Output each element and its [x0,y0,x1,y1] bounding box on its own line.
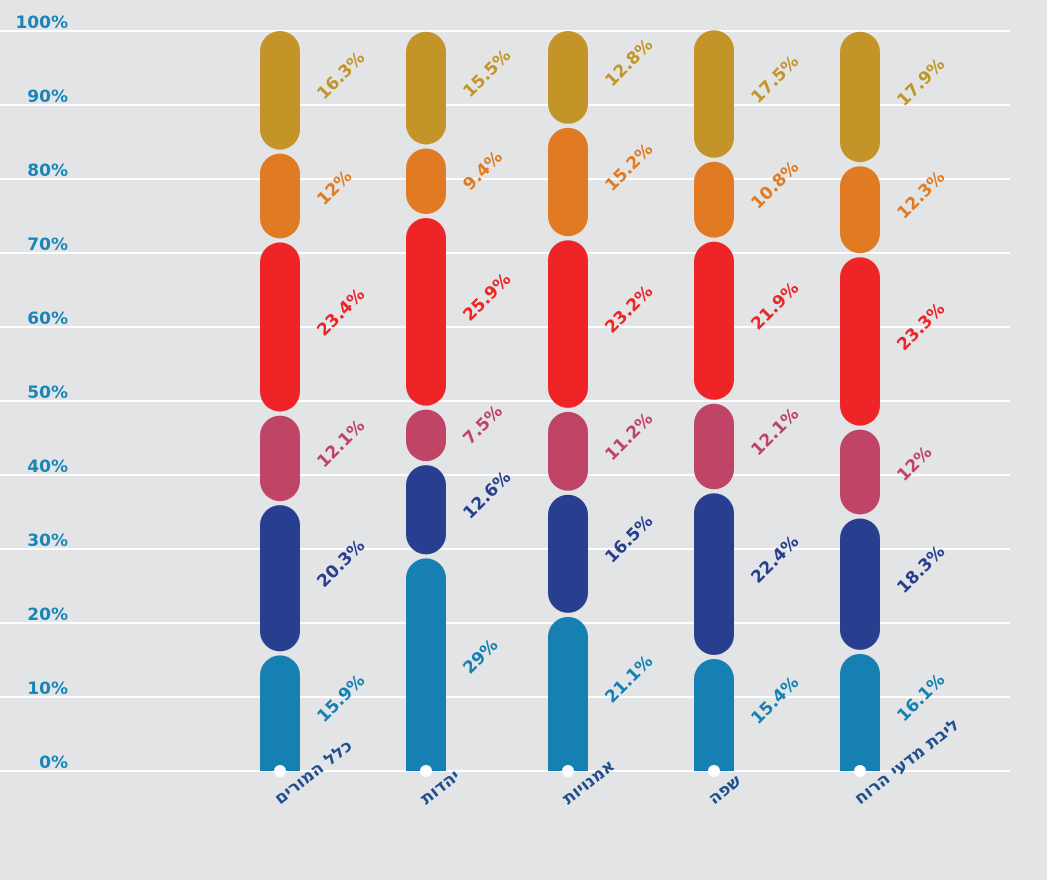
y-tick-label: 70% [27,235,68,255]
bar-segment [840,518,880,650]
value-label: 15.9% [313,671,369,727]
bar-segment [406,409,446,462]
value-label: 12% [313,167,356,210]
bar-segment [694,241,734,400]
bar-segment [260,242,300,412]
y-axis-ticks: 0% 10% 20% 30% 40% 50% 60% 70% 80% 90% 100% [15,13,68,773]
value-label: 17.9% [893,55,949,111]
value-label: 12% [893,443,936,486]
value-label: 10.8% [747,157,803,213]
value-label: 23.2% [601,282,657,338]
value-label: 15.2% [601,140,657,196]
bar-segment [548,31,588,124]
bar-segment [840,31,880,163]
bar-segment [840,653,880,771]
y-tick-label: 30% [27,531,68,551]
y-tick-label: 90% [27,87,68,107]
bar-segment [548,240,588,408]
bar-segment [406,31,446,145]
axis-dot-marker [274,765,286,777]
value-label: 17.5% [747,52,803,108]
axis-dot-marker [420,765,432,777]
value-label: 20.3% [313,536,369,592]
axis-dot-marker [708,765,720,777]
value-label: 16.5% [601,511,657,567]
value-label: 11.2% [601,409,657,465]
value-label: 29% [459,635,502,678]
value-label: 18.3% [893,542,949,598]
bar-segment [260,153,300,239]
axis-dot-marker [562,765,574,777]
value-label: 12.1% [313,416,369,472]
y-tick-label: 60% [27,309,68,329]
bar-segment [840,257,880,426]
axis-dot-marker [854,765,866,777]
bar-segment [406,558,447,771]
y-tick-label: 40% [27,457,68,477]
bar-segment [548,616,588,771]
y-tick-label: 20% [27,605,68,625]
bar-segment [548,494,588,613]
bar-segment [406,465,446,555]
bars [260,30,880,777]
y-tick-label: 100% [15,13,68,33]
y-tick-label: 0% [39,753,68,773]
value-label: 16.3% [313,48,369,104]
value-label: 12.3% [893,167,949,223]
bar-segment [260,415,300,502]
bar-segment [694,493,734,656]
bar-segment [694,30,734,158]
bar-segment [548,411,588,491]
value-label: 21.1% [601,652,657,708]
value-label: 12.1% [747,404,803,460]
value-label: 9.4% [459,147,506,194]
value-label: 21.9% [747,278,803,334]
value-label: 15.4% [747,673,803,729]
bar-segment [694,161,734,238]
bar-segment [406,148,446,214]
y-tick-label: 80% [27,161,68,181]
bar-segment [260,505,300,652]
value-label: 22.4% [747,532,803,588]
bar-segment [548,127,588,237]
bar-segment [260,655,300,771]
y-tick-label: 10% [27,679,68,699]
value-label: 23.4% [313,285,369,341]
value-label: 12.8% [601,35,657,91]
category-label: שפה [705,771,746,809]
bar-segment [406,218,446,406]
value-label: 16.1% [893,670,949,726]
bar-segment [694,403,734,490]
bar-segment [840,166,880,254]
bar-segment [840,429,880,515]
bar-segment [260,31,300,150]
value-label: 15.5% [459,46,515,102]
y-tick-label: 50% [27,383,68,403]
value-label: 25.9% [459,270,515,326]
bar-segment [694,659,734,771]
value-label: 7.5% [459,401,506,448]
